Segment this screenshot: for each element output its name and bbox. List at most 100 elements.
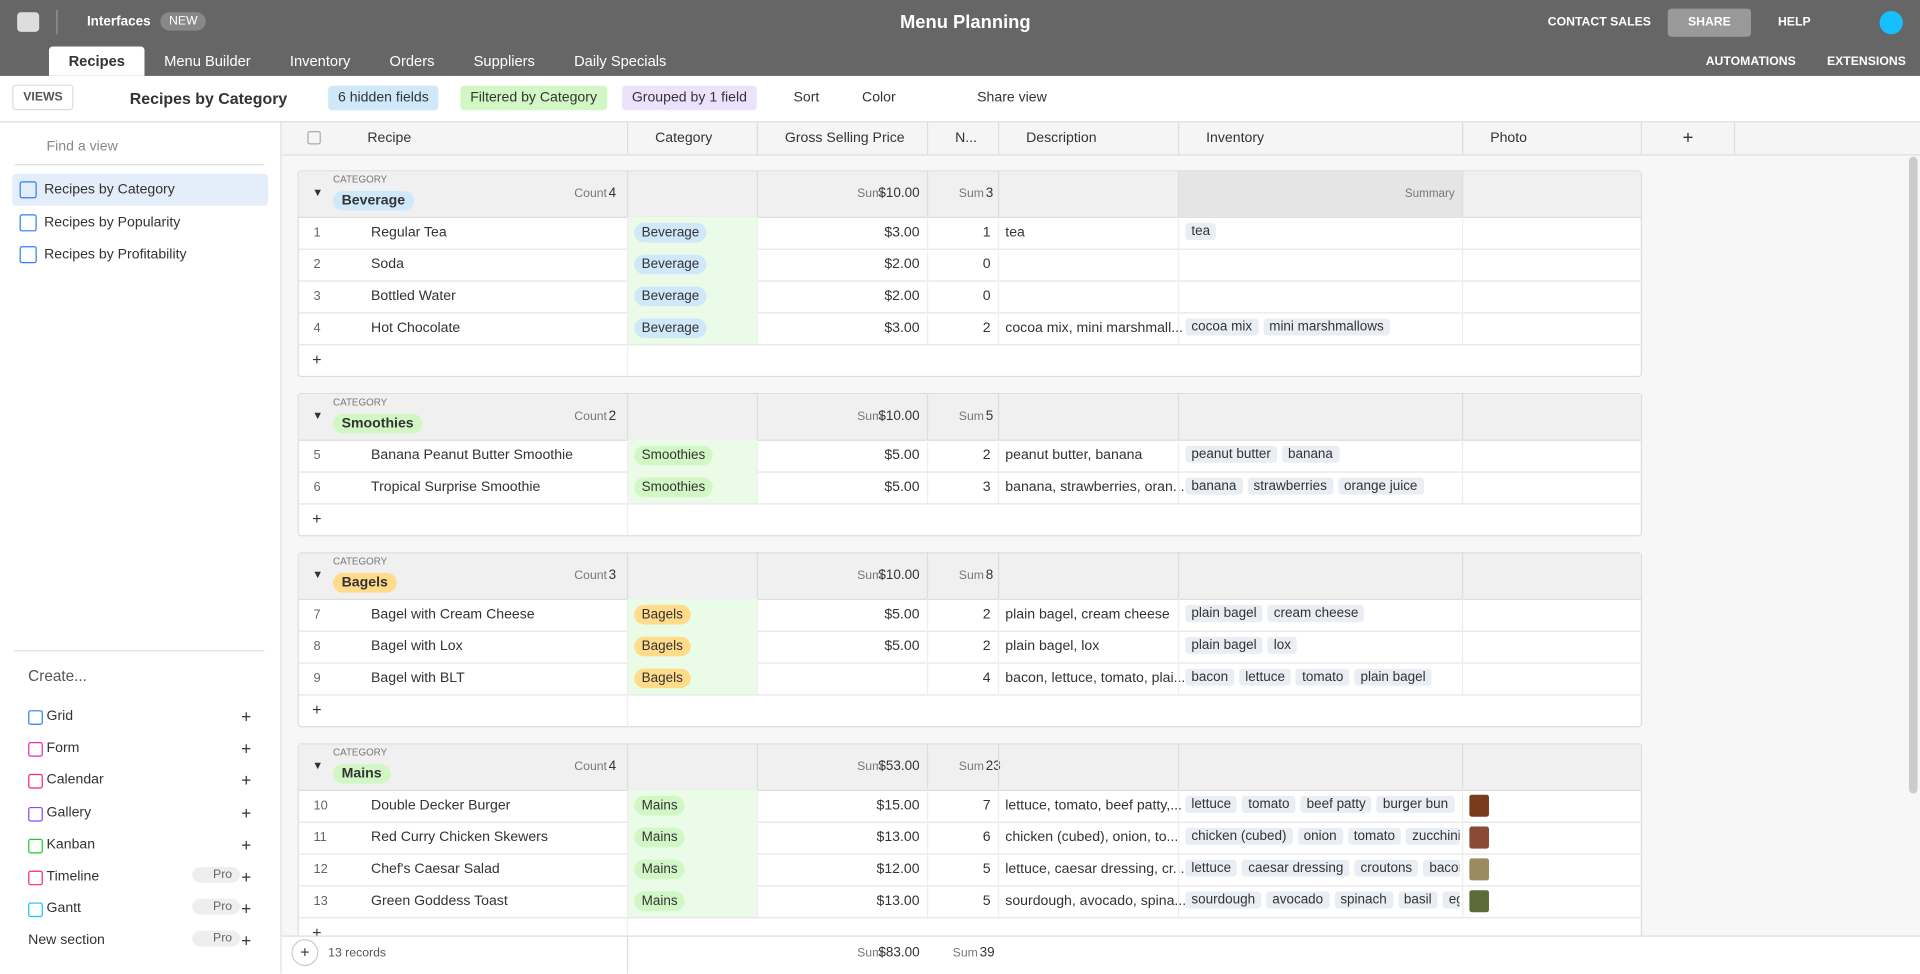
n-cell[interactable]: 3 <box>983 480 991 495</box>
column-header[interactable]: Description <box>1026 131 1096 146</box>
description-cell[interactable]: lettuce, caesar dressing, cr... <box>1005 862 1184 877</box>
add-column[interactable]: + <box>1642 122 1735 154</box>
n-cell[interactable]: 0 <box>983 289 991 304</box>
photo-thumb[interactable] <box>1469 795 1489 817</box>
n-cell[interactable]: 5 <box>983 894 991 909</box>
description-cell[interactable]: plain bagel, lox <box>1005 639 1099 654</box>
inventory-cell[interactable]: bananastrawberriesorange juice <box>1185 478 1459 495</box>
price-cell[interactable]: $2.00 <box>884 257 919 272</box>
create-item[interactable]: Kanban <box>47 837 96 852</box>
photo-thumb[interactable] <box>1469 827 1489 849</box>
inventory-cell[interactable]: cocoa mixmini marshmallows <box>1185 318 1459 335</box>
group-collapse[interactable]: ▼ <box>312 186 323 198</box>
toolbar-group[interactable]: Grouped by 1 field <box>622 86 757 110</box>
price-cell[interactable]: $15.00 <box>877 798 920 813</box>
photo-thumb[interactable] <box>1469 890 1489 912</box>
description-cell[interactable]: plain bagel, cream cheese <box>1005 607 1169 622</box>
description-cell[interactable]: sourdough, avocado, spina... <box>1005 894 1186 909</box>
contact-sales[interactable]: CONTACT SALES <box>1548 16 1651 29</box>
logo[interactable] <box>17 12 39 32</box>
category-tag[interactable]: Bagels <box>634 637 690 657</box>
n-cell[interactable]: 2 <box>983 448 991 463</box>
description-cell[interactable]: bacon, lettuce, tomato, plai... <box>1005 671 1185 686</box>
group-collapse[interactable]: ▼ <box>312 759 323 771</box>
inventory-cell[interactable]: lettucetomatobeef pattyburger bunhou <box>1185 796 1459 813</box>
create-item[interactable]: Gallery <box>47 805 92 820</box>
toolbar-color[interactable]: Color <box>852 86 905 110</box>
category-tag[interactable]: Bagels <box>634 669 690 689</box>
group-collapse[interactable]: ▼ <box>312 568 323 580</box>
add-row[interactable]: + <box>312 350 321 368</box>
n-cell[interactable]: 5 <box>983 862 991 877</box>
inventory-cell[interactable]: peanut butterbanana <box>1185 446 1459 463</box>
column-header[interactable]: Inventory <box>1206 131 1264 146</box>
n-cell[interactable]: 7 <box>983 798 991 813</box>
view-name[interactable]: Recipes by Category <box>130 89 287 107</box>
n-cell[interactable]: 0 <box>983 257 991 272</box>
footer-add[interactable]: + <box>291 939 318 966</box>
category-tag[interactable]: Beverage <box>634 255 706 275</box>
price-cell[interactable]: $5.00 <box>884 639 919 654</box>
category-tag[interactable]: Smoothies <box>634 446 712 466</box>
recipe-cell[interactable]: Red Curry Chicken Skewers <box>371 830 548 845</box>
tab[interactable]: Orders <box>370 47 454 76</box>
n-cell[interactable]: 2 <box>983 321 991 336</box>
category-tag[interactable]: Mains <box>634 796 685 816</box>
column-header[interactable]: Category <box>655 131 712 146</box>
create-item[interactable]: Timeline <box>47 869 100 884</box>
add-row[interactable]: + <box>312 509 321 527</box>
share-button[interactable]: SHARE <box>1668 9 1751 37</box>
price-cell[interactable]: $13.00 <box>877 830 920 845</box>
n-cell[interactable]: 4 <box>983 671 991 686</box>
category-tag[interactable]: Mains <box>634 828 685 848</box>
recipe-cell[interactable]: Bagel with BLT <box>371 671 465 686</box>
inventory-cell[interactable]: baconlettucetomatoplain bagel <box>1185 669 1459 686</box>
extensions[interactable]: EXTENSIONS <box>1827 55 1906 68</box>
price-cell[interactable]: $13.00 <box>877 894 920 909</box>
automations[interactable]: AUTOMATIONS <box>1706 55 1796 68</box>
header-checkbox[interactable] <box>307 131 320 144</box>
tab[interactable]: Daily Specials <box>554 47 685 76</box>
column-header[interactable]: N... <box>955 131 977 146</box>
toolbar-hidden[interactable]: 6 hidden fields <box>328 86 438 110</box>
n-cell[interactable]: 1 <box>983 225 991 240</box>
tab[interactable]: Menu Builder <box>145 47 271 76</box>
create-item[interactable]: New section <box>28 934 105 949</box>
toolbar-filter[interactable]: Filtered by Category <box>460 86 606 110</box>
view-item[interactable]: Recipes by Popularity <box>44 215 180 230</box>
inventory-cell[interactable]: plain bagelcream cheese <box>1185 605 1459 622</box>
inventory-cell[interactable]: chicken (cubed)oniontomatozucchinirec <box>1185 828 1459 845</box>
group-collapse[interactable]: ▼ <box>312 409 323 421</box>
category-tag[interactable]: Mains <box>634 860 685 880</box>
price-cell[interactable]: $2.00 <box>884 289 919 304</box>
inventory-cell[interactable]: lettucecaesar dressingcroutonsbaconpa <box>1185 860 1459 877</box>
price-cell[interactable]: $5.00 <box>884 480 919 495</box>
view-item[interactable]: Recipes by Category <box>44 182 175 197</box>
description-cell[interactable]: chicken (cubed), onion, to... <box>1005 830 1178 845</box>
category-tag[interactable]: Beverage <box>634 287 706 307</box>
n-cell[interactable]: 6 <box>983 830 991 845</box>
category-tag[interactable]: Mains <box>634 891 685 911</box>
recipe-cell[interactable]: Regular Tea <box>371 225 447 240</box>
recipe-cell[interactable]: Banana Peanut Butter Smoothie <box>371 448 573 463</box>
category-tag[interactable]: Smoothies <box>634 478 712 498</box>
description-cell[interactable]: cocoa mix, mini marshmall... <box>1005 321 1183 336</box>
description-cell[interactable]: lettuce, tomato, beef patty,... <box>1005 798 1182 813</box>
category-tag[interactable]: Bagels <box>634 605 690 625</box>
recipe-cell[interactable]: Tropical Surprise Smoothie <box>371 480 540 495</box>
view-item[interactable]: Recipes by Profitability <box>44 247 186 262</box>
create-item[interactable]: Grid <box>47 709 74 724</box>
inventory-cell[interactable]: sourdoughavocadospinachbasilegg <box>1185 891 1459 908</box>
price-cell[interactable]: $5.00 <box>884 448 919 463</box>
toolbar-share-view[interactable]: Share view <box>967 86 1056 110</box>
tab[interactable]: Inventory <box>270 47 370 76</box>
recipe-cell[interactable]: Double Decker Burger <box>371 798 510 813</box>
recipe-cell[interactable]: Bagel with Lox <box>371 639 463 654</box>
create-item[interactable]: Form <box>47 741 80 756</box>
column-header[interactable]: Gross Selling Price <box>785 131 905 146</box>
column-header[interactable]: Photo <box>1490 131 1527 146</box>
inventory-cell[interactable]: plain bagellox <box>1185 637 1459 654</box>
n-cell[interactable]: 2 <box>983 607 991 622</box>
inventory-cell[interactable]: tea <box>1185 223 1459 240</box>
create-heading[interactable]: Create... <box>28 667 87 684</box>
